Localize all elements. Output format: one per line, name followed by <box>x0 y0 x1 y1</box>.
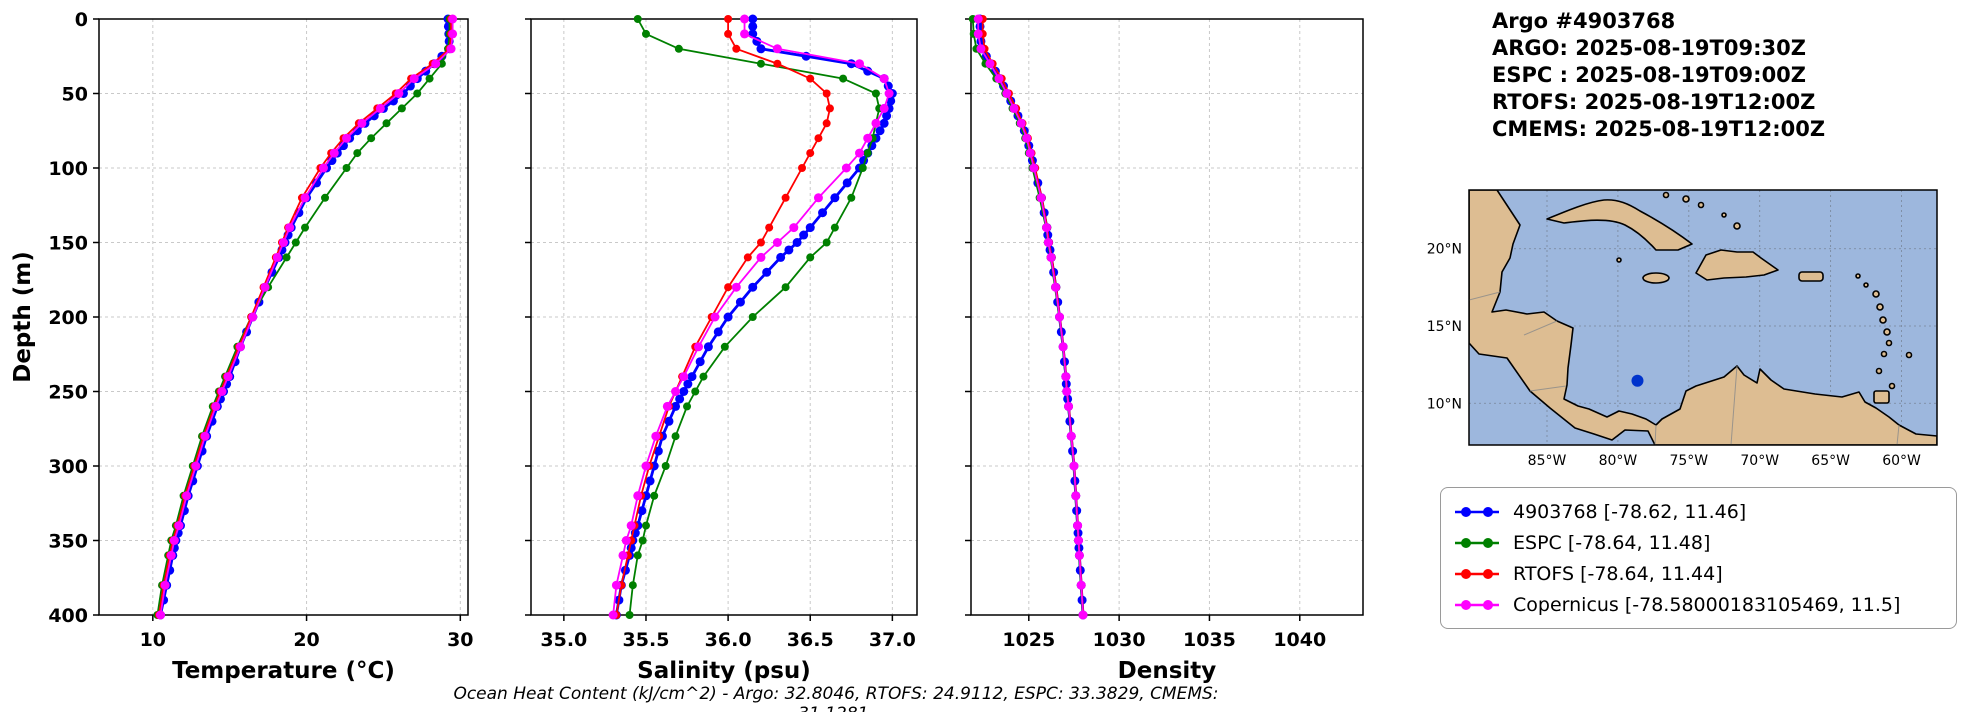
temperature-x-tick-label: 10 <box>140 629 166 651</box>
series-Copernicus <box>973 14 1088 620</box>
density-x-tick-label: 1040 <box>1273 629 1326 651</box>
cuba-island <box>1546 199 1693 251</box>
tobago-island <box>1888 382 1896 390</box>
depth-tick-label: 0 <box>75 9 88 31</box>
map-lon-tick-label: 75°W <box>1669 453 1708 469</box>
location-map: 85°W 80°W 75°W 70°W 65°W 60°W 20°N 15°N 10°N <box>1427 189 1938 469</box>
depth-tick-label: 350 <box>48 531 88 553</box>
antilles-island <box>1880 350 1888 358</box>
bahamas-island <box>1662 191 1670 199</box>
temperature-x-tick-label: 20 <box>293 629 319 651</box>
jamaica-island <box>1642 272 1670 284</box>
country-border <box>1469 291 1501 301</box>
depth-tick-label: 400 <box>48 605 88 627</box>
series-ESPC <box>625 15 884 619</box>
bahamas-island <box>1682 195 1690 203</box>
temperature-x-tick-label: 30 <box>447 629 473 651</box>
bahamas-island <box>1721 212 1727 218</box>
density-x-tick-label: 1035 <box>1183 629 1236 651</box>
legend-label: Copernicus [-78.58000183105469, 11.5] <box>1513 593 1901 616</box>
antilles-island <box>1885 339 1893 347</box>
density-axis-label: Density <box>1118 658 1217 684</box>
map-legend: 4903768 [-78.62, 11.46] ESPC [-78.64, 11.… <box>1440 487 1957 629</box>
header-block: Argo #4903768 ARGO: 2025-08-19T09:30Z ES… <box>1492 8 1825 143</box>
series-Copernicus <box>608 14 894 620</box>
legend-item: 4903768 [-78.62, 11.46] <box>1453 496 1944 527</box>
map-lon-tick-label: 65°W <box>1811 453 1850 469</box>
hispaniola-island <box>1695 249 1779 281</box>
mainland-coastline <box>1469 190 1937 445</box>
bahamas-island <box>1733 222 1741 230</box>
legend-item: Copernicus [-78.58000183105469, 11.5] <box>1453 589 1944 620</box>
map-lat-tick-label: 10°N <box>1427 396 1462 412</box>
map-lon-tick-label: 85°W <box>1528 453 1567 469</box>
salinity-x-tick-label: 37.0 <box>869 629 916 651</box>
antilles-island <box>1876 303 1884 311</box>
depth-axis-label: Depth (m) <box>10 251 36 383</box>
antilles-island <box>1872 290 1880 298</box>
map-lon-tick-label: 70°W <box>1740 453 1779 469</box>
ocean-heat-content-note: Ocean Heat Content (kJ/cm^2) - Argo: 32.… <box>453 684 1219 712</box>
float-location-marker <box>1631 374 1644 387</box>
salinity-x-tick-label: 36.0 <box>705 629 752 651</box>
map-lon-tick-label: 60°W <box>1882 453 1921 469</box>
header-line-cmems: CMEMS: 2025-08-19T12:00Z <box>1492 117 1826 141</box>
density-x-tick-label: 1030 <box>1093 629 1146 651</box>
country-border <box>1654 424 1657 445</box>
legend-item: ESPC [-78.64, 11.48] <box>1453 527 1944 558</box>
country-border <box>1896 424 1900 445</box>
salinity-x-tick-label: 35.0 <box>540 629 587 651</box>
series-Copernicus <box>156 14 458 620</box>
trinidad-island <box>1873 390 1890 404</box>
temperature-axis-label: Temperature (°C) <box>172 658 395 684</box>
map-frame <box>1468 189 1938 446</box>
depth-tick-label: 150 <box>48 233 88 255</box>
legend-label: ESPC [-78.64, 11.48] <box>1513 531 1711 554</box>
antilles-island <box>1879 316 1887 324</box>
legend-marker-icon <box>1455 599 1499 610</box>
legend-marker-icon <box>1455 506 1499 517</box>
page-title: Argo #4903768 <box>1492 9 1676 33</box>
depth-tick-label: 100 <box>48 158 88 180</box>
leeward-island <box>1855 273 1861 279</box>
legend-marker-icon <box>1455 568 1499 579</box>
salinity-axis-label: Salinity (psu) <box>637 658 811 684</box>
density-plot: 1025 1030 1035 1040 Density <box>965 14 1364 684</box>
salinity-x-tick-label: 35.5 <box>623 629 670 651</box>
antilles-island <box>1875 367 1883 375</box>
header-line-espc: ESPC : 2025-08-19T09:00Z <box>1492 63 1807 87</box>
map-lon-tick-label: 80°W <box>1599 453 1638 469</box>
map-land <box>1469 190 1937 445</box>
legend-label: 4903768 [-78.62, 11.46] <box>1513 500 1747 523</box>
depth-tick-label: 250 <box>48 382 88 404</box>
country-border <box>1730 365 1738 445</box>
header-line-rtofs: RTOFS: 2025-08-19T12:00Z <box>1492 90 1816 114</box>
leeward-island <box>1863 282 1869 288</box>
country-border <box>1529 385 1567 392</box>
map-lat-tick-label: 15°N <box>1427 319 1462 335</box>
bahamas-island <box>1697 201 1705 209</box>
depth-tick-label: 200 <box>48 307 88 329</box>
puerto-rico-island <box>1798 271 1824 282</box>
profile-plots: 10 20 30050100150200250300350400Temperatur… <box>10 9 1364 684</box>
legend-label: RTOFS [-78.64, 11.44] <box>1513 562 1723 585</box>
cayman-island <box>1616 257 1622 263</box>
header-line-argo: ARGO: 2025-08-19T09:30Z <box>1492 36 1806 60</box>
salinity-x-tick-label: 36.5 <box>787 629 834 651</box>
temperature-plot: 10 20 30050100150200250300350400Temperatur… <box>10 9 474 684</box>
salinity-plot: 35.0 35.5 36.0 36.5 37.0 Salinity (psu) <box>525 14 918 684</box>
density-x-tick-label: 1025 <box>1002 629 1055 651</box>
depth-tick-label: 50 <box>62 84 88 106</box>
depth-tick-label: 300 <box>48 456 88 478</box>
barbados-island <box>1905 351 1913 359</box>
country-border <box>1523 320 1558 336</box>
density-axes-frame <box>970 18 1364 616</box>
legend-item: RTOFS [-78.64, 11.44] <box>1453 558 1944 589</box>
map-annotations: 85°W 80°W 75°W 70°W 65°W 60°W 20°N 15°N 10°N <box>1427 242 1921 469</box>
map-lat-tick-label: 20°N <box>1427 242 1462 258</box>
legend-marker-icon <box>1455 537 1499 548</box>
antilles-island <box>1883 328 1891 336</box>
